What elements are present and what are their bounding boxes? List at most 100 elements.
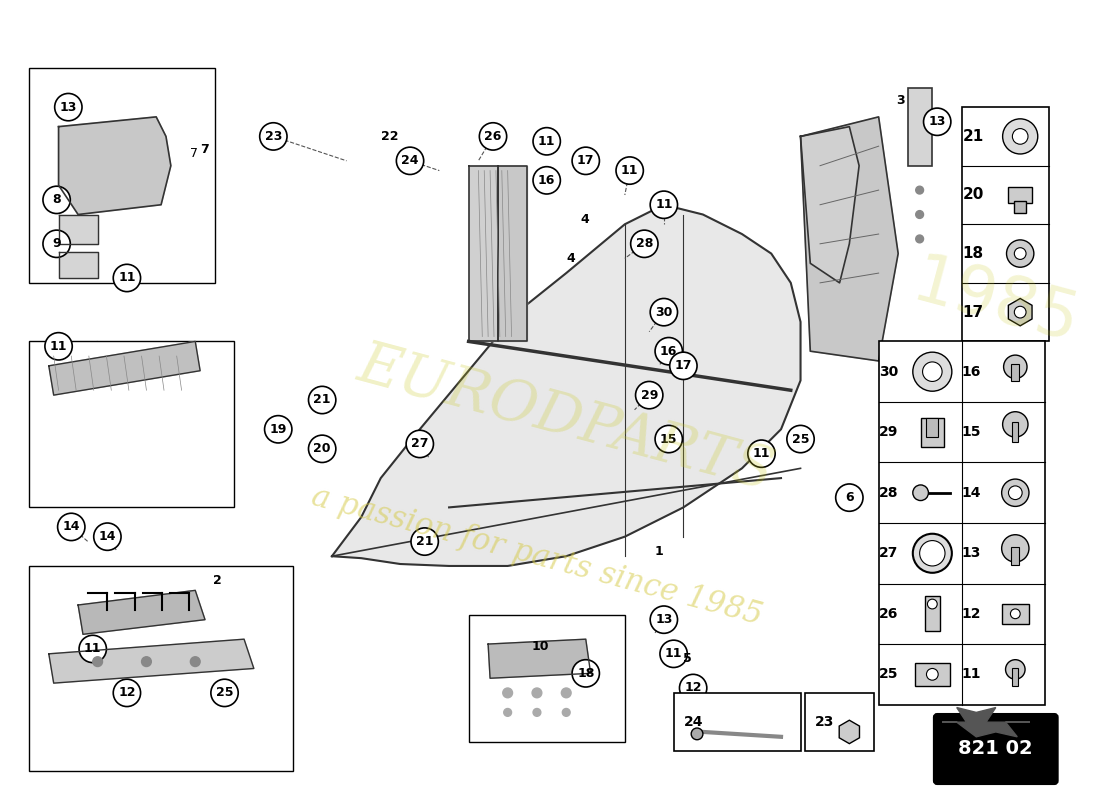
Circle shape	[650, 191, 678, 218]
Text: 21: 21	[416, 535, 433, 548]
Bar	[1012, 422, 1019, 442]
Circle shape	[616, 157, 644, 184]
Circle shape	[94, 523, 121, 550]
Circle shape	[913, 534, 952, 573]
Circle shape	[650, 606, 678, 634]
Bar	[1002, 604, 1028, 623]
Circle shape	[836, 484, 864, 511]
Circle shape	[92, 657, 102, 666]
Polygon shape	[48, 639, 254, 683]
Text: 13: 13	[928, 115, 946, 128]
Text: 27: 27	[411, 438, 429, 450]
Circle shape	[1002, 412, 1028, 437]
Text: 20: 20	[962, 187, 984, 202]
Bar	[908, 87, 933, 166]
Text: 11: 11	[50, 340, 67, 353]
Circle shape	[142, 657, 152, 666]
Circle shape	[534, 166, 560, 194]
Circle shape	[79, 635, 107, 662]
Polygon shape	[942, 707, 1030, 737]
Text: 16: 16	[538, 174, 556, 187]
Text: 25: 25	[879, 667, 898, 682]
Text: 24: 24	[683, 715, 703, 729]
Text: 25: 25	[792, 433, 810, 446]
Bar	[961, 107, 1049, 342]
Circle shape	[211, 679, 239, 706]
Text: 29: 29	[640, 389, 658, 402]
Text: 4: 4	[581, 213, 590, 226]
Text: 29: 29	[879, 426, 898, 439]
Circle shape	[915, 235, 924, 243]
Text: 821 02: 821 02	[958, 739, 1033, 758]
Text: 30: 30	[879, 365, 898, 378]
Polygon shape	[498, 166, 527, 342]
Circle shape	[43, 186, 70, 214]
Text: 13: 13	[59, 101, 77, 114]
Polygon shape	[48, 342, 200, 395]
Text: 11: 11	[620, 164, 638, 177]
Polygon shape	[469, 166, 498, 342]
Circle shape	[561, 688, 571, 698]
Circle shape	[748, 440, 775, 467]
Bar	[921, 418, 944, 447]
Circle shape	[406, 430, 433, 458]
Circle shape	[656, 426, 682, 453]
Bar	[30, 342, 234, 507]
Circle shape	[265, 416, 292, 443]
Bar	[805, 693, 873, 751]
Text: 13: 13	[656, 613, 672, 626]
Circle shape	[504, 709, 512, 716]
Circle shape	[670, 352, 697, 379]
Text: 15: 15	[961, 426, 981, 439]
Circle shape	[926, 669, 938, 680]
Text: 21: 21	[314, 394, 331, 406]
Circle shape	[1014, 306, 1026, 318]
Circle shape	[572, 660, 600, 687]
Text: 11: 11	[664, 647, 682, 660]
Text: 12: 12	[961, 607, 981, 621]
Text: 11: 11	[118, 271, 135, 285]
Circle shape	[308, 435, 336, 462]
Circle shape	[920, 541, 945, 566]
Bar	[1011, 364, 1020, 382]
Circle shape	[480, 122, 507, 150]
Bar	[30, 68, 214, 283]
Circle shape	[396, 147, 424, 174]
Circle shape	[532, 688, 542, 698]
Polygon shape	[332, 205, 801, 566]
Text: 12: 12	[684, 682, 702, 694]
Circle shape	[915, 186, 924, 194]
Circle shape	[534, 128, 560, 155]
Bar	[469, 614, 625, 742]
Circle shape	[1002, 534, 1028, 562]
Text: EURODPARTS: EURODPARTS	[352, 337, 780, 502]
Text: 4: 4	[566, 252, 575, 265]
Polygon shape	[801, 117, 899, 361]
Polygon shape	[78, 590, 205, 634]
Text: 22: 22	[381, 130, 398, 143]
Circle shape	[786, 426, 814, 453]
Circle shape	[656, 338, 682, 365]
Bar	[1009, 187, 1032, 202]
Circle shape	[411, 528, 438, 555]
Circle shape	[113, 264, 141, 292]
Text: 20: 20	[314, 442, 331, 455]
Text: 17: 17	[962, 305, 983, 320]
Text: a passion for parts since 1985: a passion for parts since 1985	[308, 481, 766, 631]
Text: 11: 11	[961, 667, 981, 682]
Text: 25: 25	[216, 686, 233, 699]
Text: 3: 3	[896, 94, 905, 106]
Bar	[926, 418, 938, 437]
Text: 11: 11	[656, 198, 672, 211]
Bar	[879, 342, 1045, 705]
Text: 9: 9	[53, 238, 60, 250]
Text: 28: 28	[879, 486, 898, 500]
Text: 17: 17	[674, 359, 692, 372]
Circle shape	[650, 298, 678, 326]
Circle shape	[260, 122, 287, 150]
Bar	[915, 662, 950, 686]
Circle shape	[572, 147, 600, 174]
Circle shape	[57, 514, 85, 541]
Circle shape	[45, 333, 73, 360]
Circle shape	[927, 599, 937, 609]
